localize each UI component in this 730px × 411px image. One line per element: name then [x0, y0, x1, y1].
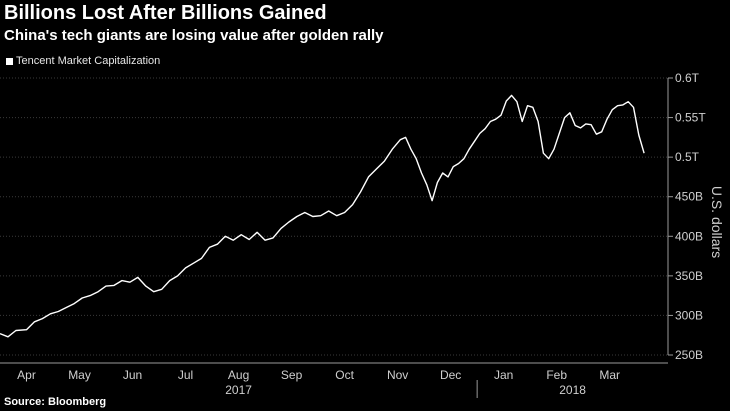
- source-note: Source: Bloomberg: [4, 396, 107, 408]
- y-axis-label: U.S. dollars: [709, 186, 725, 258]
- x-tick-label: Sep: [281, 368, 303, 382]
- legend-label: Tencent Market Capitalization: [16, 55, 161, 67]
- x-tick-label: Jun: [123, 368, 142, 382]
- x-tick-label: May: [68, 368, 91, 382]
- y-tick-label: 0.55T: [675, 111, 706, 125]
- x-tick-label: Nov: [387, 368, 408, 382]
- y-tick-label: 450B: [675, 190, 703, 204]
- y-tick-label: 300B: [675, 308, 703, 322]
- y-tick-label: 0.6T: [675, 71, 700, 85]
- chart-title: Billions Lost After Billions Gained: [4, 2, 327, 24]
- x-tick-label: Apr: [17, 368, 36, 382]
- year-label: 2017: [225, 383, 252, 397]
- x-tick-label: Jan: [494, 368, 513, 382]
- legend-swatch: [6, 57, 13, 65]
- series-line: [0, 94, 645, 338]
- x-tick-label: Feb: [546, 368, 567, 382]
- x-tick-label: Mar: [599, 368, 620, 382]
- x-tick-label: Dec: [440, 368, 461, 382]
- year-label: 2018: [559, 383, 586, 397]
- x-tick-label: Oct: [335, 368, 354, 382]
- y-tick-label: 250B: [675, 348, 703, 362]
- x-tick-label: Jul: [178, 368, 193, 382]
- y-tick-label: 400B: [675, 229, 703, 243]
- legend: Tencent Market Capitalization: [6, 55, 160, 67]
- y-tick-label: 350B: [675, 269, 703, 283]
- y-tick-label: 0.5T: [675, 150, 700, 164]
- x-tick-label: Aug: [228, 368, 249, 382]
- chart-subtitle: China's tech giants are losing value aft…: [4, 27, 384, 44]
